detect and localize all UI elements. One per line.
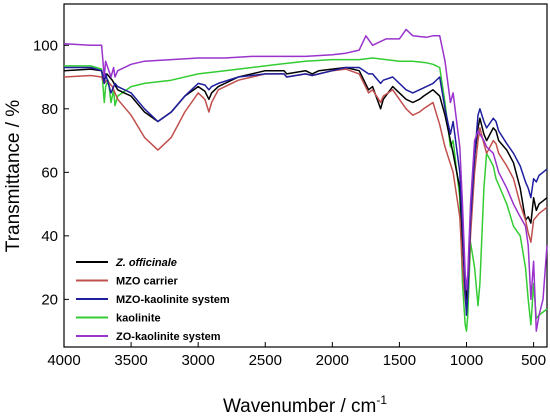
legend-label: kaolinite [116, 313, 161, 325]
x-axis-ticks: 4000 3500 3000 2500 2000 1500 1000 500 [47, 342, 546, 369]
x-tick-label: 3000 [181, 352, 214, 369]
series-line-4 [63, 28, 548, 332]
plot-area: 4000 3500 3000 2500 2000 1500 1000 500 20 40 60 80… [33, 3, 548, 369]
legend-label: MZO carrier [116, 276, 178, 288]
x-tick-label: 4000 [47, 352, 80, 369]
y-tick-label: 40 [41, 228, 58, 245]
x-axis-title-superscript: -1 [376, 393, 387, 407]
plot-frame [63, 3, 548, 348]
x-tick-label: 2000 [316, 352, 349, 369]
y-tick-label: 80 [41, 101, 58, 118]
x-tick-label: 3500 [114, 352, 147, 369]
y-axis-title: Transmittance / % [3, 100, 24, 253]
y-axis-ticks: 20 40 60 80 100 [33, 37, 69, 308]
x-tick-label: 1000 [450, 352, 483, 369]
legend-label: MZO-kaolinite system [116, 294, 230, 306]
legend-label: Z. officinale [115, 257, 177, 269]
x-axis-title-text: Wavenumber / cm [223, 396, 376, 417]
x-axis-title: Wavenumber / cm-1 [223, 393, 387, 417]
y-tick-label: 60 [41, 164, 58, 181]
series-layer [63, 28, 548, 332]
x-tick-label: 500 [521, 352, 546, 369]
y-tick-label: 20 [41, 291, 58, 308]
legend-label: ZO-kaolinite system [116, 331, 221, 343]
series-line-1 [63, 68, 548, 310]
series-line-3 [64, 57, 548, 332]
x-tick-label: 1500 [383, 352, 416, 369]
legend: Z. officinale MZO carrier MZO-kaolinite sy… [76, 257, 230, 343]
series-line-2 [64, 66, 548, 316]
x-tick-label: 2500 [249, 352, 282, 369]
y-tick-label: 100 [33, 37, 58, 54]
